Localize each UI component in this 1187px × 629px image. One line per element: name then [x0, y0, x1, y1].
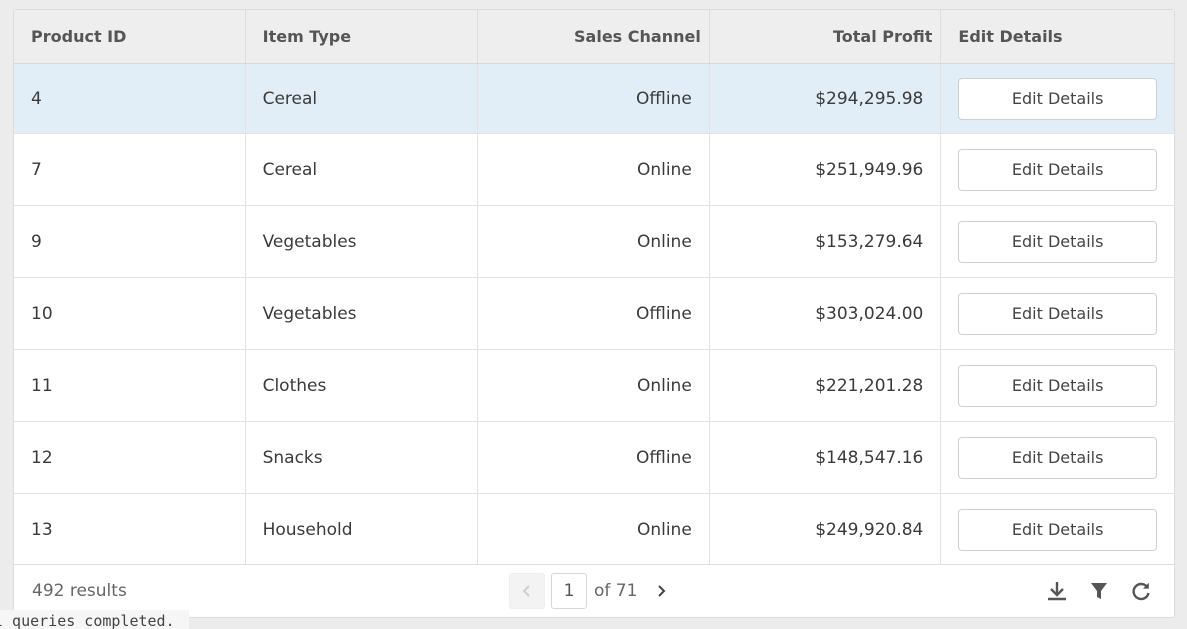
cell-item-type: Vegetables	[246, 278, 479, 349]
cell-edit-details: Edit Details	[941, 422, 1174, 493]
cell-product-id: 9	[14, 206, 246, 277]
cell-total-profit: $251,949.96	[710, 134, 942, 205]
cell-product-id: 10	[14, 278, 246, 349]
cell-edit-details: Edit Details	[941, 278, 1174, 349]
download-button[interactable]	[1042, 577, 1072, 605]
cell-product-id: 12	[14, 422, 246, 493]
edit-details-button[interactable]: Edit Details	[958, 77, 1157, 120]
refresh-button[interactable]	[1126, 577, 1156, 605]
cell-sales-channel: Online	[478, 134, 710, 205]
cell-total-profit: $153,279.64	[710, 206, 942, 277]
cell-sales-channel: Offline	[478, 422, 710, 493]
table-row[interactable]: 9 Vegetables Online $153,279.64 Edit Det…	[14, 206, 1174, 278]
cell-edit-details: Edit Details	[941, 64, 1174, 133]
cell-edit-details: Edit Details	[941, 134, 1174, 205]
cell-total-profit: $221,201.28	[710, 350, 942, 421]
cell-sales-channel: Offline	[478, 64, 710, 133]
pagination: of 71	[509, 572, 673, 610]
cell-product-id: 7	[14, 134, 246, 205]
table-row[interactable]: 11 Clothes Online $221,201.28 Edit Detai…	[14, 350, 1174, 422]
cell-edit-details: Edit Details	[941, 206, 1174, 277]
filter-button[interactable]	[1084, 577, 1114, 605]
cell-total-profit: $294,295.98	[710, 64, 942, 133]
cell-product-id: 4	[14, 64, 246, 133]
column-header-sales-channel[interactable]: Sales Channel	[478, 10, 710, 63]
page-number-input[interactable]	[551, 573, 587, 609]
filter-icon	[1091, 583, 1107, 599]
edit-details-button[interactable]: Edit Details	[958, 148, 1157, 191]
cell-product-id: 13	[14, 494, 246, 565]
column-header-total-profit[interactable]: Total Profit	[710, 10, 942, 63]
cell-edit-details: Edit Details	[941, 494, 1174, 565]
edit-details-button[interactable]: Edit Details	[958, 292, 1157, 335]
cell-total-profit: $148,547.16	[710, 422, 942, 493]
cell-item-type: Cereal	[246, 64, 479, 133]
chevron-right-icon	[658, 585, 666, 597]
table-row[interactable]: 4 Cereal Offline $294,295.98 Edit Detail…	[14, 64, 1174, 134]
edit-details-button[interactable]: Edit Details	[958, 220, 1157, 263]
chevron-left-icon	[522, 585, 530, 597]
table-toolbar	[1030, 577, 1156, 605]
cell-sales-channel: Online	[478, 206, 710, 277]
table-header: Product ID Item Type Sales Channel Total…	[14, 10, 1174, 64]
next-page-button[interactable]	[649, 573, 673, 609]
column-header-product-id[interactable]: Product ID	[14, 10, 246, 63]
results-count: 492 results	[32, 581, 127, 601]
edit-details-button[interactable]: Edit Details	[958, 364, 1157, 407]
download-icon	[1048, 582, 1066, 601]
table-row[interactable]: 13 Household Online $249,920.84 Edit Det…	[14, 494, 1174, 566]
console-status-text: l queries completed.	[0, 610, 189, 629]
table-row[interactable]: 7 Cereal Online $251,949.96 Edit Details	[14, 134, 1174, 206]
cell-product-id: 11	[14, 350, 246, 421]
edit-details-button[interactable]: Edit Details	[958, 508, 1157, 551]
cell-item-type: Snacks	[246, 422, 479, 493]
cell-total-profit: $249,920.84	[710, 494, 942, 565]
previous-page-button[interactable]	[509, 573, 545, 609]
cell-item-type: Household	[246, 494, 479, 565]
column-header-edit-details[interactable]: Edit Details	[958, 27, 1063, 46]
edit-details-button[interactable]: Edit Details	[958, 436, 1157, 479]
data-table: Product ID Item Type Sales Channel Total…	[13, 9, 1175, 618]
table-row[interactable]: 12 Snacks Offline $148,547.16 Edit Detai…	[14, 422, 1174, 494]
cell-sales-channel: Online	[478, 350, 710, 421]
cell-item-type: Clothes	[246, 350, 479, 421]
table-row[interactable]: 10 Vegetables Offline $303,024.00 Edit D…	[14, 278, 1174, 350]
page-count: of 71	[594, 581, 638, 601]
column-header-item-type[interactable]: Item Type	[246, 10, 479, 63]
cell-total-profit: $303,024.00	[710, 278, 942, 349]
cell-edit-details: Edit Details	[941, 350, 1174, 421]
cell-item-type: Vegetables	[246, 206, 479, 277]
cell-sales-channel: Online	[478, 494, 710, 565]
cell-sales-channel: Offline	[478, 278, 710, 349]
cell-item-type: Cereal	[246, 134, 479, 205]
table-footer: 492 results of 71	[14, 564, 1174, 617]
table-body: 4 Cereal Offline $294,295.98 Edit Detail…	[14, 64, 1174, 566]
refresh-icon	[1132, 582, 1150, 601]
